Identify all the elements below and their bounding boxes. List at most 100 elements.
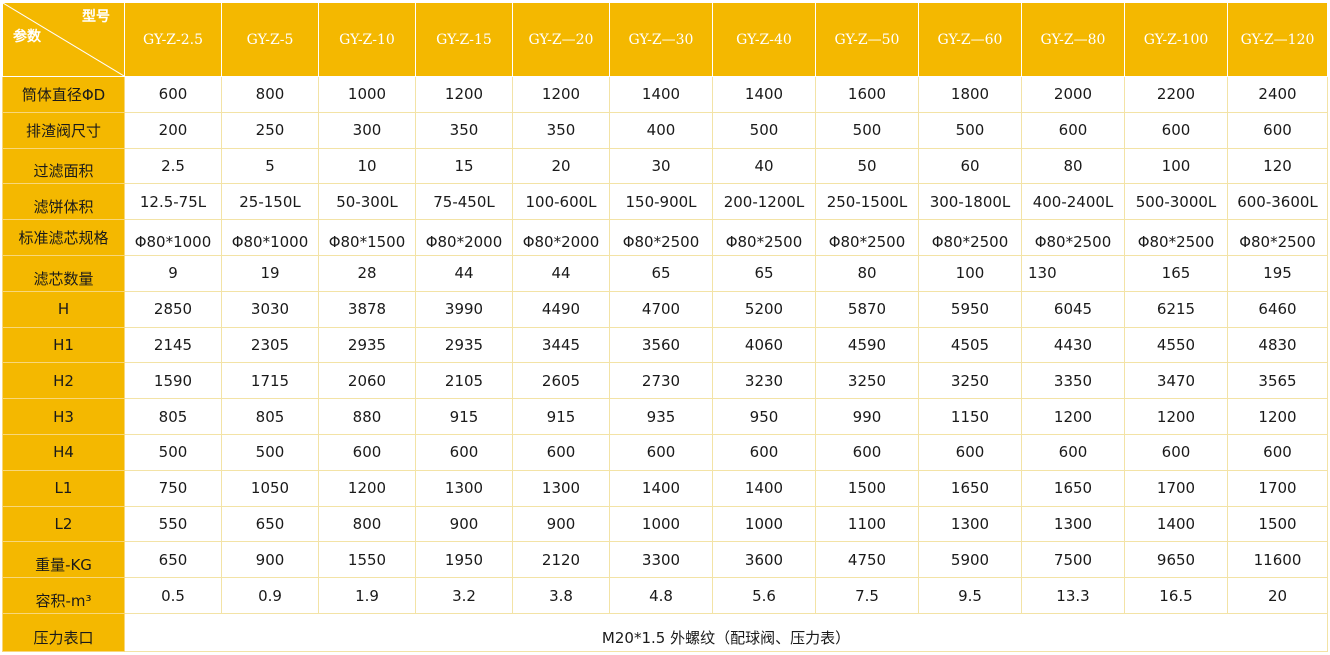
table-cell: 600 bbox=[712, 433, 816, 471]
table-cell: 500 bbox=[712, 111, 816, 149]
row-label: 排渣阀尺寸 bbox=[2, 111, 125, 149]
table-cell: 6460 bbox=[1227, 290, 1328, 328]
table-cell: 1800 bbox=[918, 76, 1022, 113]
table-row: H3 805 805 880 915 915 935 950 990 1150 1200 1200 12… bbox=[2, 398, 1328, 435]
table-cell: 1400 bbox=[712, 76, 816, 113]
table-cell: 2145 bbox=[124, 326, 222, 364]
table-cell: 4490 bbox=[512, 290, 610, 328]
table-cell: 4.8 bbox=[609, 577, 713, 614]
model-header: GY-Z—30 bbox=[609, 2, 713, 77]
table-cell: 16.5 bbox=[1124, 577, 1228, 614]
table-cell: 600-3600L bbox=[1227, 183, 1328, 221]
table-cell: 1300 bbox=[918, 505, 1022, 543]
row-label: 压力表口 bbox=[2, 612, 125, 652]
table-cell: 600 bbox=[415, 433, 513, 471]
table-cell: Φ80*2500 bbox=[918, 219, 1022, 256]
table-cell: 550 bbox=[124, 505, 222, 543]
table-cell: 1400 bbox=[1124, 505, 1228, 543]
table-cell: 7.5 bbox=[815, 577, 919, 614]
table-cell: 4550 bbox=[1124, 326, 1228, 364]
table-cell: 1300 bbox=[415, 469, 513, 507]
table-cell: 650 bbox=[124, 541, 222, 579]
table-cell: 3878 bbox=[318, 290, 416, 328]
table-cell: 4505 bbox=[918, 326, 1022, 364]
table-cell: Φ80*2000 bbox=[512, 219, 610, 256]
table-cell: 3300 bbox=[609, 541, 713, 579]
table-cell: 350 bbox=[512, 111, 610, 149]
table-cell: 600 bbox=[1227, 111, 1328, 149]
table-cell: 25-150L bbox=[221, 183, 319, 221]
model-header: GY-Z-100 bbox=[1124, 2, 1228, 77]
model-header: GY-Z—60 bbox=[918, 2, 1022, 77]
table-cell: 1200 bbox=[1227, 398, 1328, 435]
table-row: 标准滤芯规格 Φ80*1000 Φ80*1000 Φ80*1500 Φ80*2000 Φ8… bbox=[2, 219, 1328, 256]
table-cell: 800 bbox=[318, 505, 416, 543]
table-row: 重量-KG 650 900 1550 1950 2120 3300 3600 4750 5900 7… bbox=[2, 541, 1328, 579]
table-cell: 600 bbox=[1021, 433, 1125, 471]
table-cell: 250-1500L bbox=[815, 183, 919, 221]
table-cell: 900 bbox=[415, 505, 513, 543]
table-cell: 3470 bbox=[1124, 362, 1228, 400]
table-cell: 2605 bbox=[512, 362, 610, 400]
row-label: H2 bbox=[2, 362, 125, 400]
table-cell: 2850 bbox=[124, 290, 222, 328]
table-cell: 1400 bbox=[712, 469, 816, 507]
model-header: GY-Z—120 bbox=[1227, 2, 1328, 77]
table-row: H 2850 3030 3878 3990 4490 4700 5200 5870 5950 604… bbox=[2, 290, 1328, 328]
footer-row: 压力表口 M20*1.5 外螺纹（配球阀、压力表） bbox=[2, 612, 1328, 652]
table-cell: 1050 bbox=[221, 469, 319, 507]
table-cell: 600 bbox=[1124, 433, 1228, 471]
table-cell: 400 bbox=[609, 111, 713, 149]
table-cell: 13.3 bbox=[1021, 577, 1125, 614]
row-label: H4 bbox=[2, 433, 125, 471]
table-cell: 500-3000L bbox=[1124, 183, 1228, 221]
table-cell: 5.6 bbox=[712, 577, 816, 614]
table-cell: 40 bbox=[712, 147, 816, 185]
table-cell: Φ80*2500 bbox=[815, 219, 919, 256]
table-cell: 19 bbox=[221, 254, 319, 292]
table-cell: 300 bbox=[318, 111, 416, 149]
corner-param-label: 参数 bbox=[13, 29, 41, 45]
table-cell: Φ80*1000 bbox=[221, 219, 319, 256]
table-cell: 3445 bbox=[512, 326, 610, 364]
table-cell: 4060 bbox=[712, 326, 816, 364]
table-cell: 500 bbox=[918, 111, 1022, 149]
table-cell: Φ80*2500 bbox=[712, 219, 816, 256]
table-cell: 1650 bbox=[1021, 469, 1125, 507]
table-cell: 1500 bbox=[1227, 505, 1328, 543]
table-cell: 195 bbox=[1227, 254, 1328, 292]
table-cell: 3600 bbox=[712, 541, 816, 579]
table-cell: Φ80*2500 bbox=[609, 219, 713, 256]
table-cell: 3565 bbox=[1227, 362, 1328, 400]
table-cell: 200-1200L bbox=[712, 183, 816, 221]
table-cell: 80 bbox=[815, 254, 919, 292]
row-label: 过滤面积 bbox=[2, 147, 125, 185]
table-cell: 2935 bbox=[318, 326, 416, 364]
table-cell: 1150 bbox=[918, 398, 1022, 435]
model-header: GY-Z-5 bbox=[221, 2, 319, 77]
table-row: L1 750 1050 1200 1300 1300 1400 1400 1500 1650 165… bbox=[2, 469, 1328, 507]
diagonal-divider bbox=[3, 3, 124, 76]
table-cell: 5200 bbox=[712, 290, 816, 328]
table-cell: 28 bbox=[318, 254, 416, 292]
table-cell: 500 bbox=[124, 433, 222, 471]
table-cell: 100-600L bbox=[512, 183, 610, 221]
row-label: 重量-KG bbox=[2, 541, 125, 579]
table-cell: 990 bbox=[815, 398, 919, 435]
table-cell: 400-2400L bbox=[1021, 183, 1125, 221]
table-cell: 20 bbox=[512, 147, 610, 185]
table-cell: 1715 bbox=[221, 362, 319, 400]
table-cell: 4700 bbox=[609, 290, 713, 328]
model-header: GY-Z-15 bbox=[415, 2, 513, 77]
table-cell: 12.5-75L bbox=[124, 183, 222, 221]
table-cell: 1200 bbox=[1124, 398, 1228, 435]
table-cell: 600 bbox=[1227, 433, 1328, 471]
table-cell: Φ80*2500 bbox=[1124, 219, 1228, 256]
table-cell: 1590 bbox=[124, 362, 222, 400]
table-cell: 1400 bbox=[609, 76, 713, 113]
table-cell: 1200 bbox=[512, 76, 610, 113]
table-cell: 44 bbox=[512, 254, 610, 292]
table-cell: 950 bbox=[712, 398, 816, 435]
table-cell: 1000 bbox=[609, 505, 713, 543]
